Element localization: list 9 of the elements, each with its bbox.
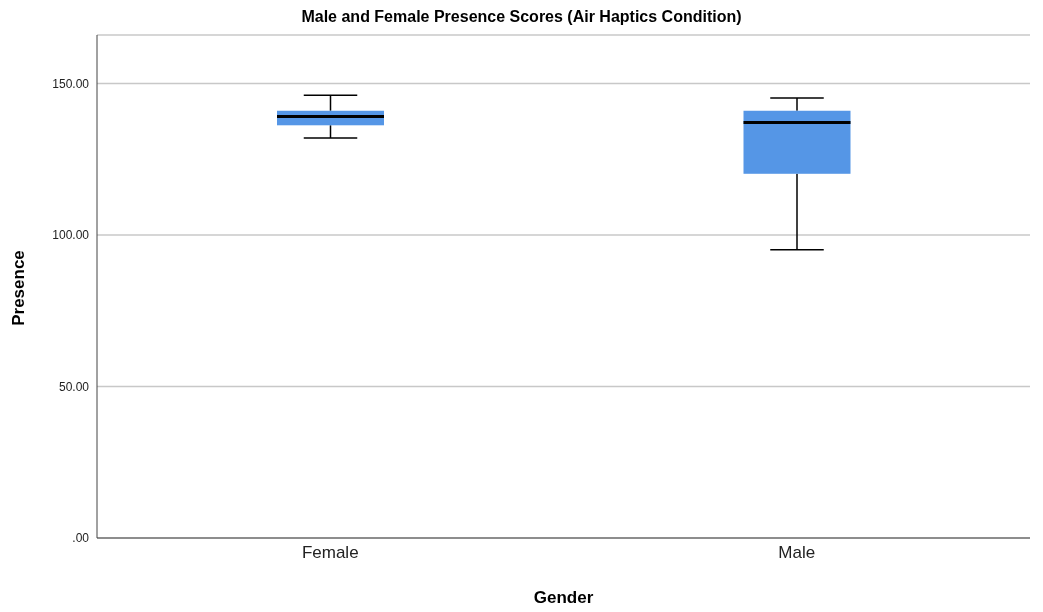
- y-tick-label: 150.00: [52, 76, 90, 91]
- x-tick-label: Male: [778, 543, 816, 563]
- y-axis-title: Presence: [9, 250, 29, 326]
- x-axis-title: Gender: [532, 588, 595, 608]
- x-tick-label: Female: [301, 543, 359, 563]
- y-tick-label: .00: [72, 531, 90, 546]
- chart-title: Male and Female Presence Scores (Air Haptics Condition): [300, 8, 743, 26]
- y-tick-label: 50.00: [58, 379, 90, 394]
- y-tick-label: 100.00: [52, 228, 90, 243]
